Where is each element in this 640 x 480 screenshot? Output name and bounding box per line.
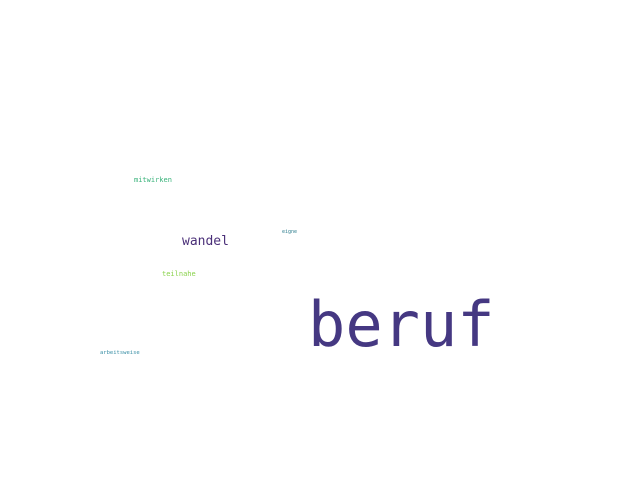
word-beruf: beruf: [308, 288, 495, 361]
word-wandel: wandel: [182, 234, 229, 249]
word-eigne: eigne: [282, 229, 298, 235]
word-mitwirken: mitwirken: [134, 176, 172, 184]
word-teilnahe: teilnahe: [162, 270, 196, 278]
word-arbeitsweise: arbeitsweise: [100, 350, 140, 356]
